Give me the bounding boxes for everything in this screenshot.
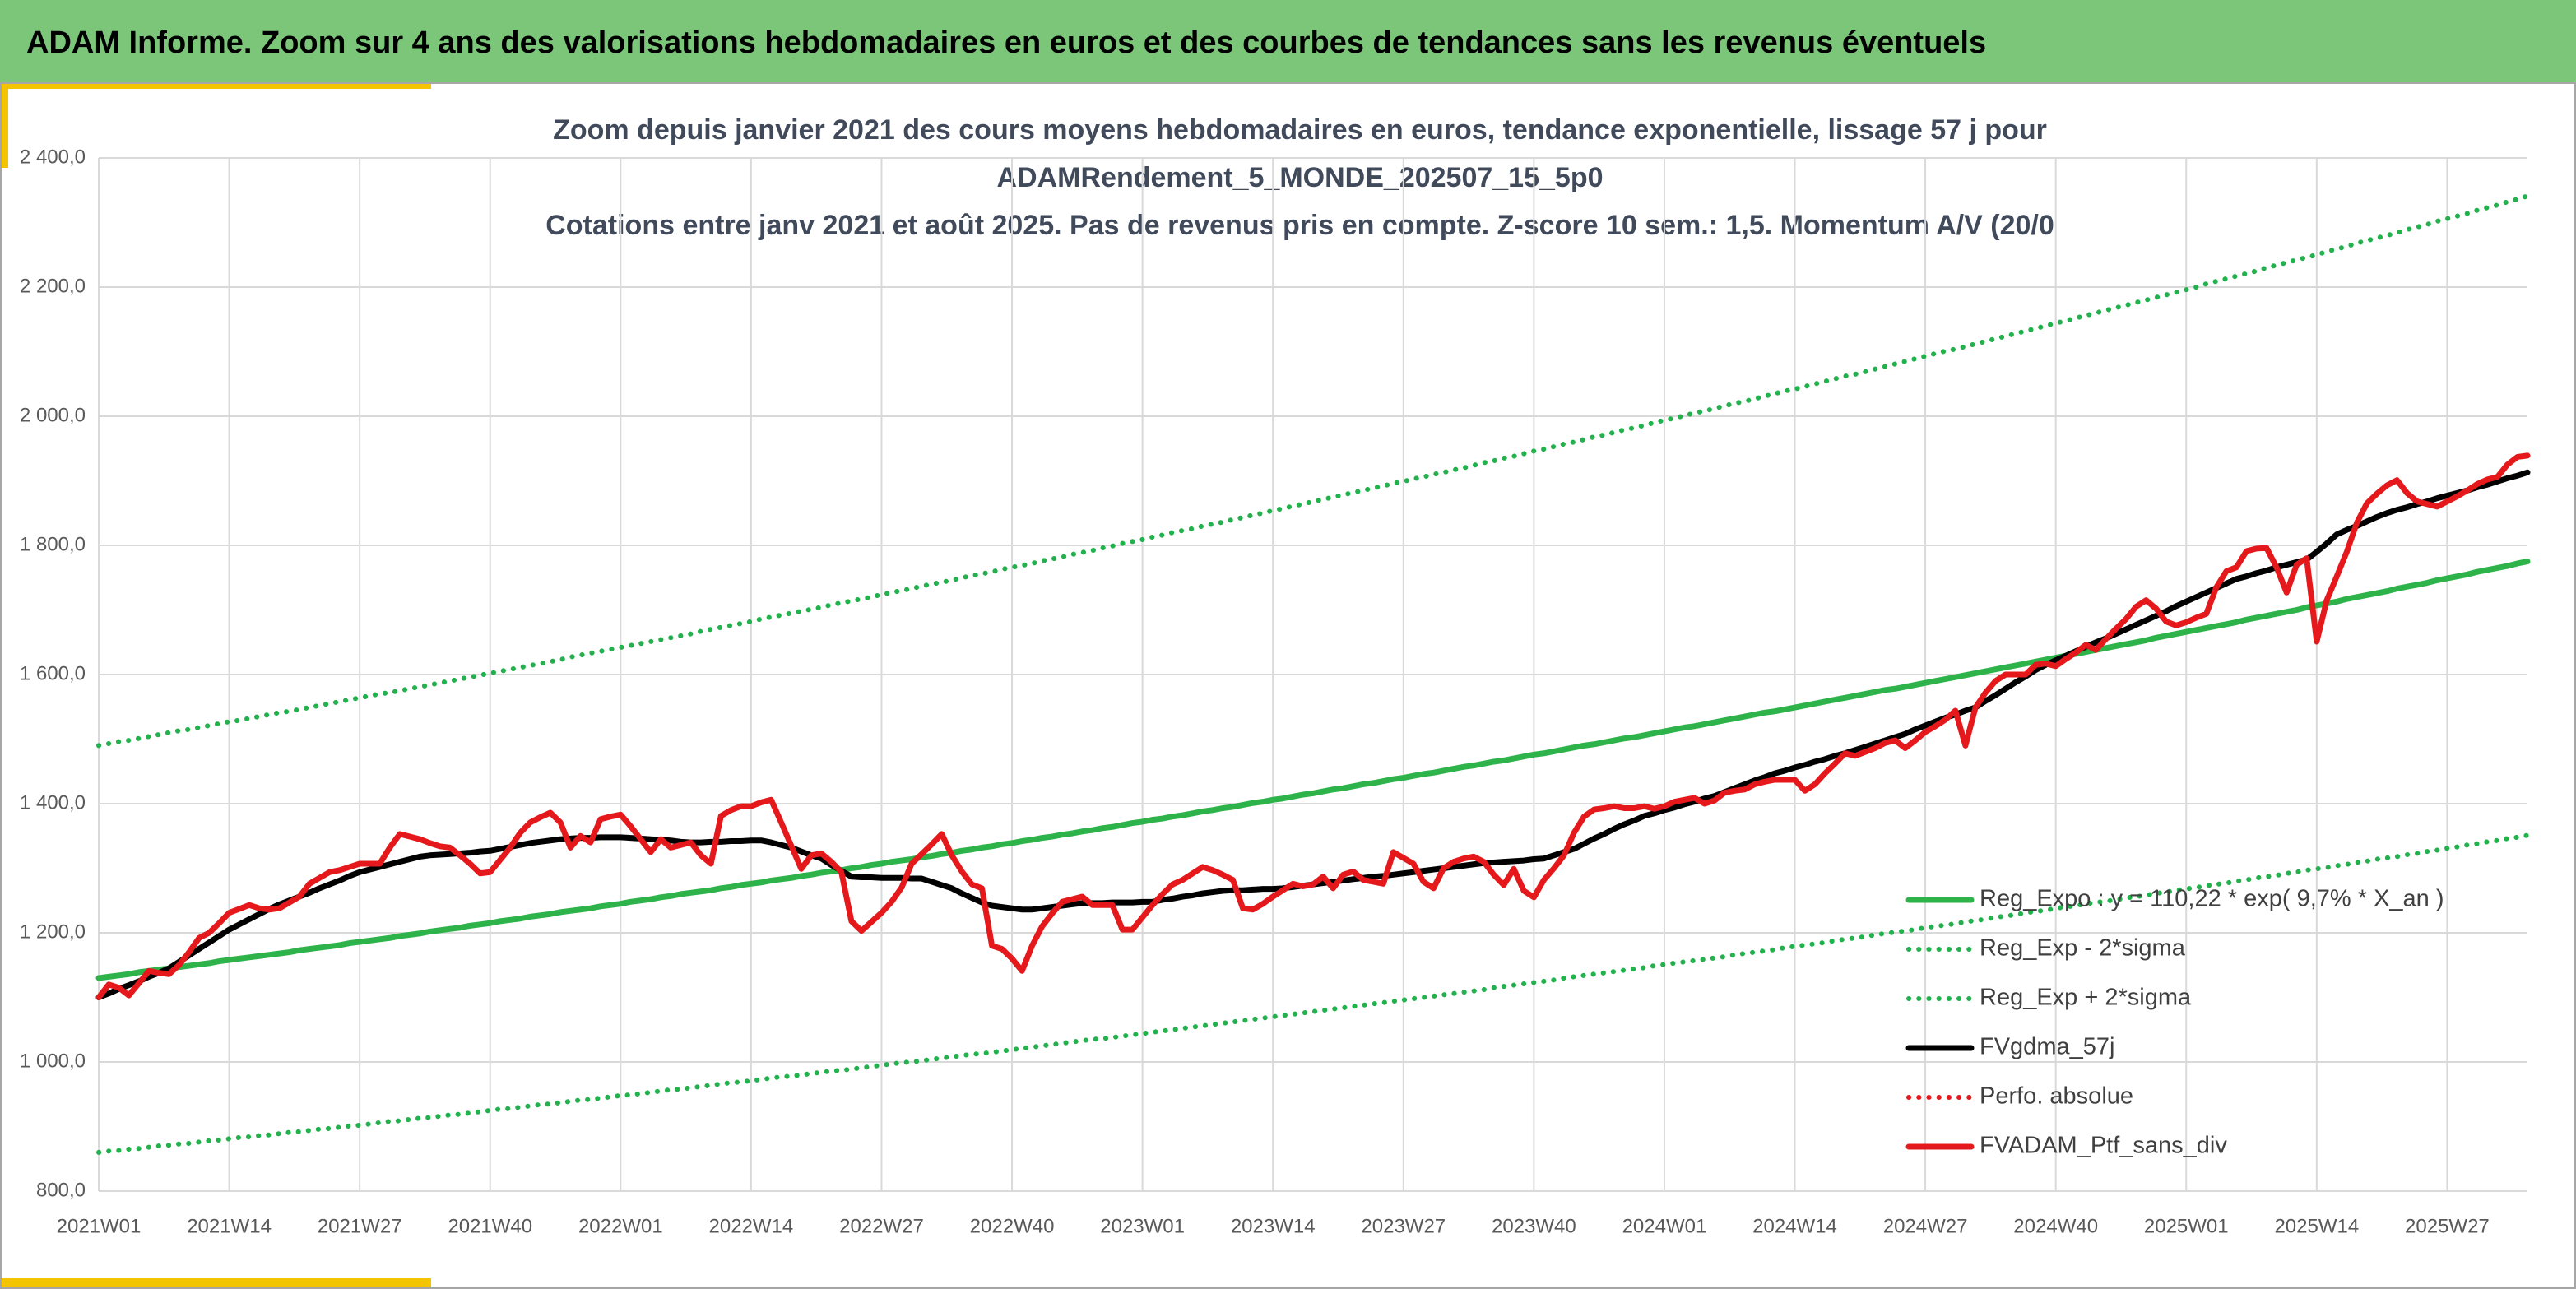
x-tick-label: 2025W01 (2144, 1215, 2229, 1237)
series-line (95, 559, 2531, 981)
legend-label: Reg_Expo : y = 110,22 * exp( 9,7% * X_an… (1980, 886, 2444, 912)
x-tick-label: 2023W40 (1492, 1215, 1576, 1237)
x-tick-label: 2021W40 (448, 1215, 532, 1237)
legend-label: Reg_Exp - 2*sigma (1980, 935, 2186, 962)
header-bar (0, 0, 2576, 82)
x-tick-label: 2023W27 (1361, 1215, 1446, 1237)
accent (0, 82, 431, 89)
x-tick-label: 2024W01 (1622, 1215, 1707, 1237)
x-tick-label: 2021W27 (318, 1215, 402, 1237)
legend-label: FVgdma_57j (1980, 1034, 2114, 1060)
x-tick-label: 2021W01 (57, 1215, 142, 1237)
x-tick-label: 2022W40 (970, 1215, 1055, 1237)
series-line (96, 193, 2530, 749)
page-header: ADAM Informe. Zoom sur 4 ans des valoris… (26, 26, 1986, 60)
x-tick-label: 2022W27 (839, 1215, 924, 1237)
chart-title: Zoom depuis janvier 2021 des cours moyen… (553, 114, 2047, 146)
grid: 800,0 1 000,0 1 200,0 1 400,0 1 600,0 1 800,0… (20, 146, 2527, 1237)
legend-label: FVADAM_Ptf_sans_div (1980, 1133, 2227, 1159)
legend-label: Reg_Exp + 2*sigma (1980, 985, 2192, 1011)
legend: Reg_Expo : y = 110,22 * exp( 9,7% * X_an… (1905, 886, 2444, 1159)
x-tick-label: 2024W27 (1883, 1215, 1968, 1237)
plot-area (95, 193, 2531, 1155)
y-tick-label: 2 400,0 (20, 146, 86, 168)
series-line (96, 832, 2530, 1155)
chart-title: ADAMRendement_5_MONDE_202507_15_5p0 (997, 162, 1604, 193)
x-tick-label: 2023W14 (1231, 1215, 1316, 1237)
x-tick-label: 2025W14 (2274, 1215, 2359, 1237)
accent (0, 1278, 431, 1289)
x-tick-label: 2022W14 (709, 1215, 794, 1237)
y-tick-label: 1 600,0 (20, 662, 86, 684)
x-tick-label: 2022W01 (578, 1215, 663, 1237)
x-tick-label: 2023W01 (1100, 1215, 1185, 1237)
y-tick-label: 2 000,0 (20, 404, 86, 426)
x-tick-label: 2025W27 (2405, 1215, 2490, 1237)
series-line (95, 452, 2531, 1000)
y-tick-label: 1 000,0 (20, 1050, 86, 1072)
y-tick-label: 1 800,0 (20, 533, 86, 555)
chart-title: Cotations entre janv 2021 et août 2025. … (545, 210, 2054, 241)
y-tick-label: 800,0 (36, 1179, 86, 1201)
y-tick-label: 2 200,0 (20, 275, 86, 297)
accent (0, 89, 8, 168)
frame (0, 82, 2576, 1289)
y-tick-label: 1 400,0 (20, 791, 86, 814)
x-tick-label: 2021W14 (187, 1215, 272, 1237)
y-tick-label: 1 200,0 (20, 920, 86, 943)
x-tick-label: 2024W40 (2013, 1215, 2098, 1237)
x-tick-label: 2024W14 (1752, 1215, 1837, 1237)
legend-label: Perfo. absolue (1980, 1083, 2133, 1110)
